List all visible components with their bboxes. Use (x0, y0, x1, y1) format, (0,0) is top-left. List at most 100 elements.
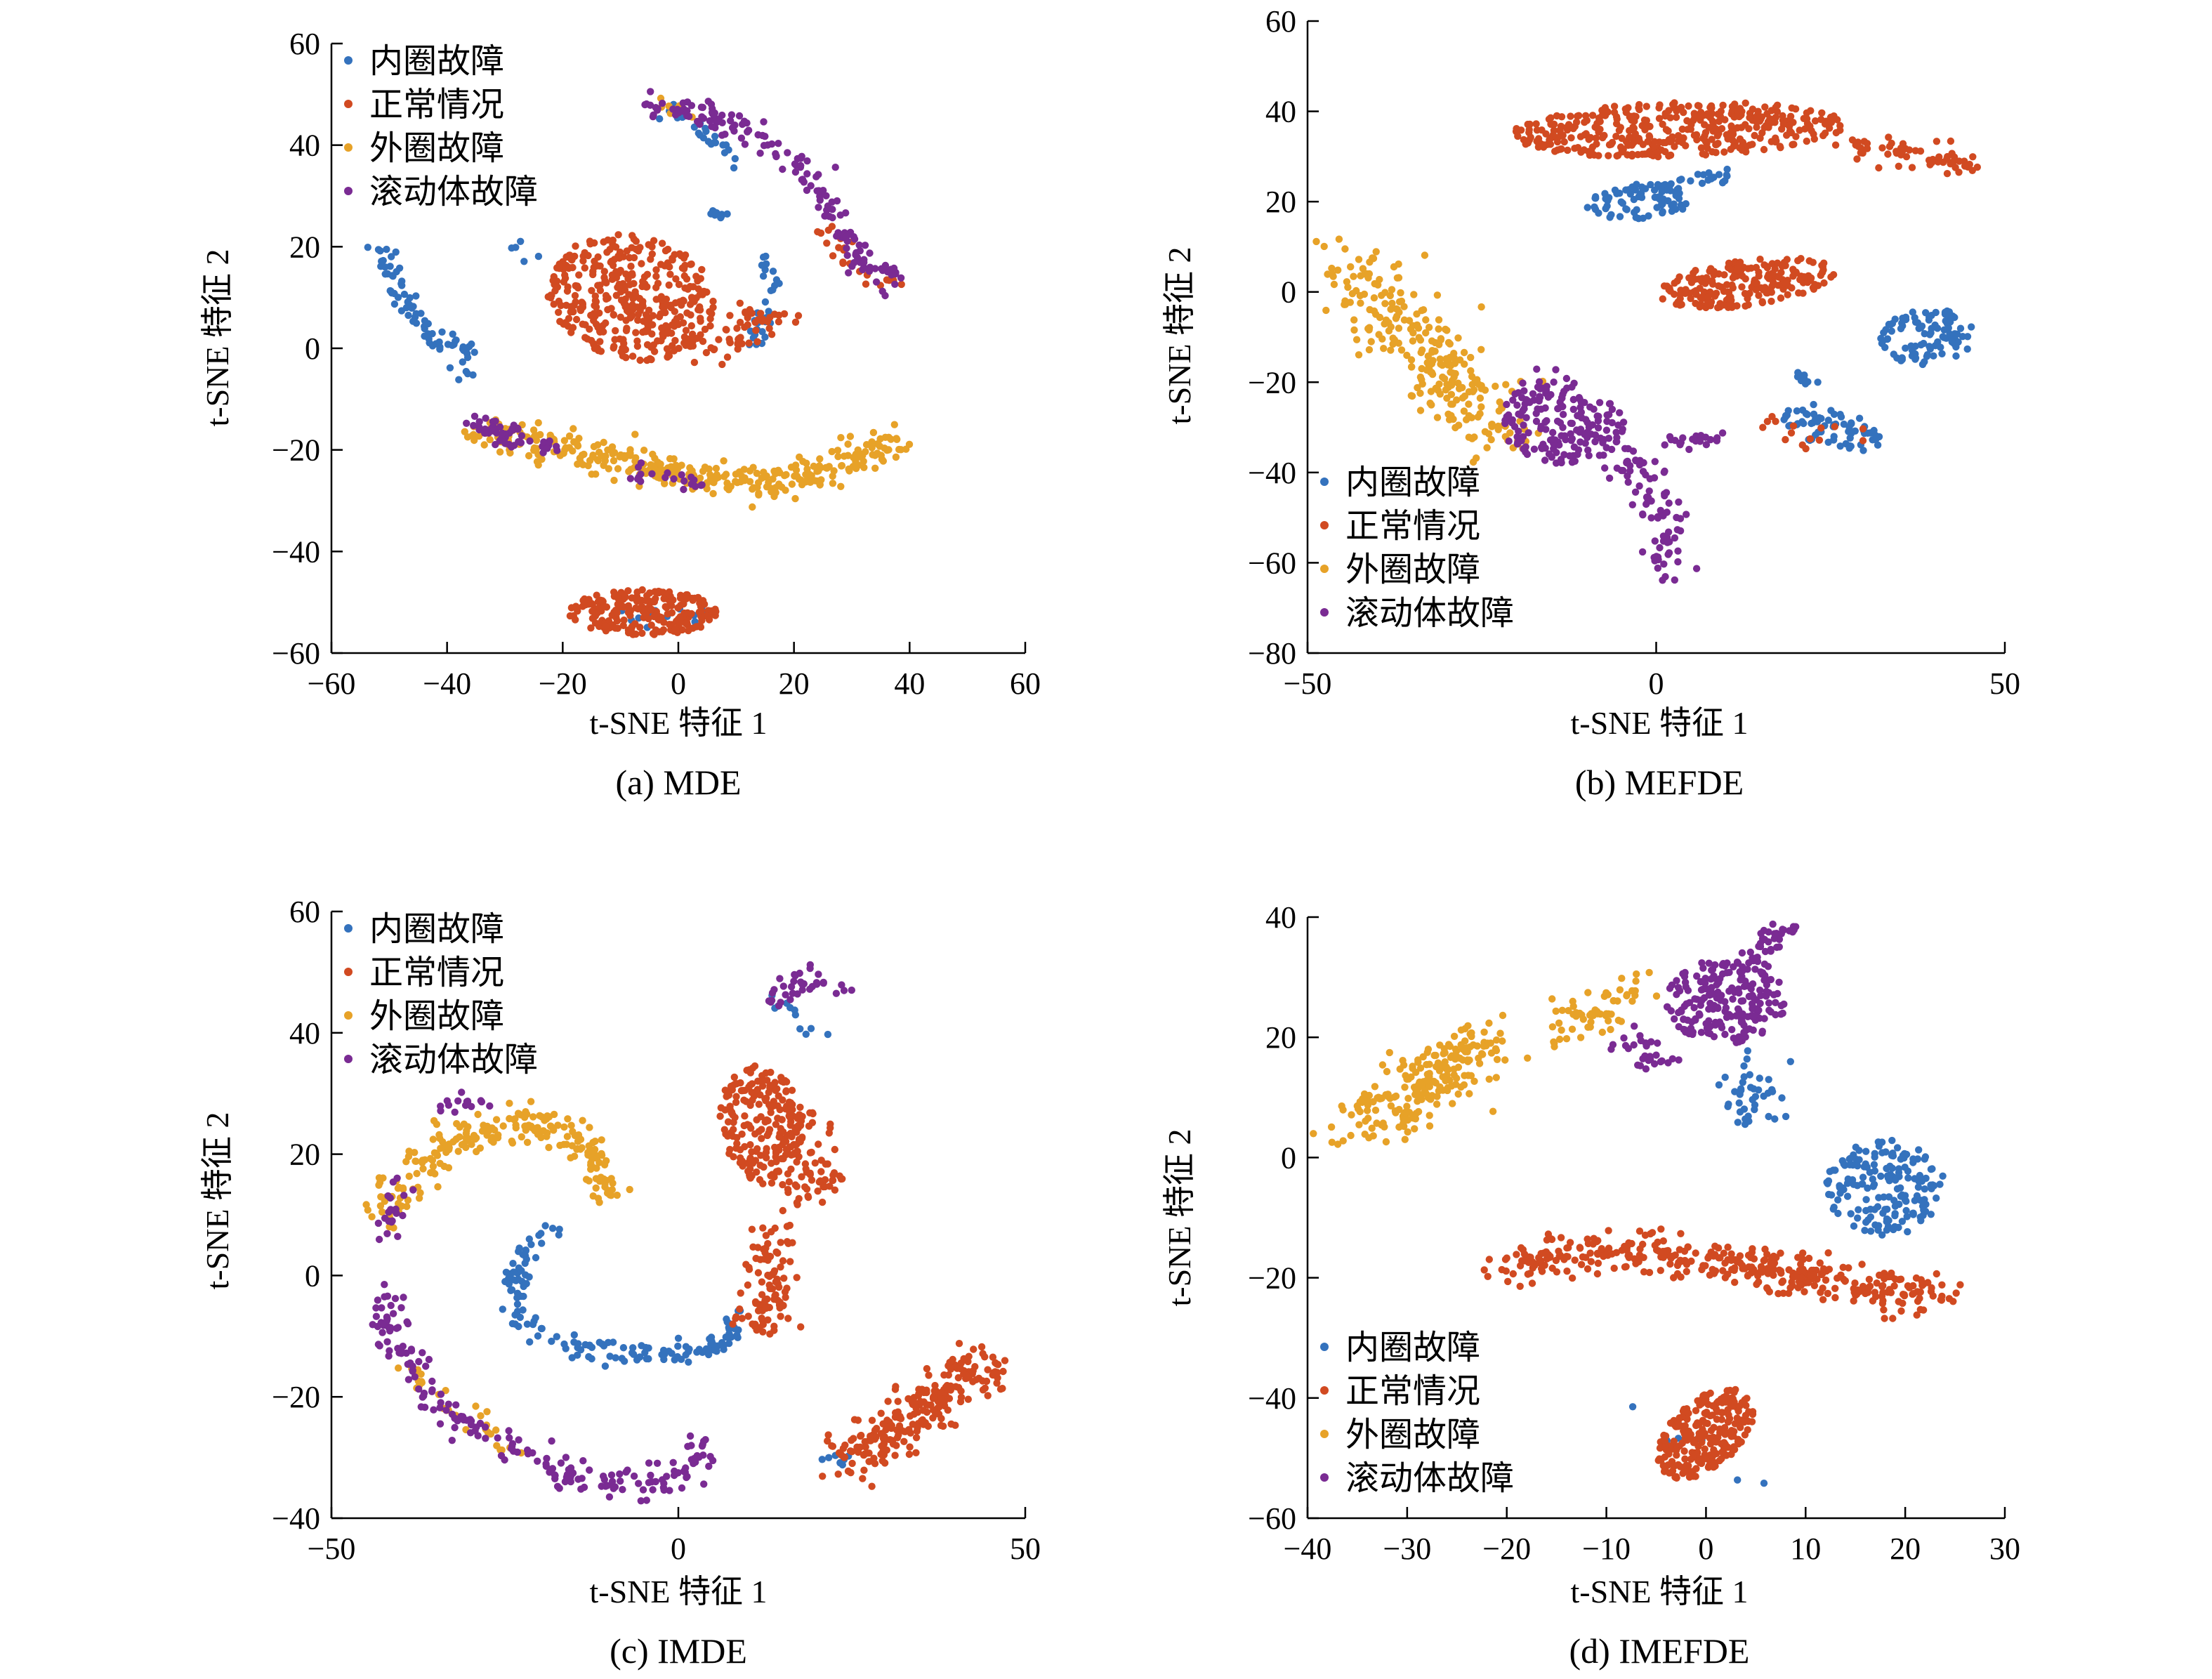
data-point (802, 1030, 810, 1039)
data-point (378, 257, 386, 265)
data-point (1501, 416, 1509, 424)
data-point (680, 265, 688, 272)
data-point (1361, 270, 1369, 278)
data-point (762, 260, 770, 268)
data-point (1783, 256, 1791, 263)
data-point (661, 473, 669, 482)
data-point (653, 1459, 661, 1467)
data-point (1873, 1279, 1881, 1287)
data-point (759, 254, 768, 261)
data-point (1846, 1161, 1854, 1169)
data-point (567, 303, 575, 310)
data-point (1545, 450, 1553, 458)
data-point (574, 440, 581, 449)
data-point (1658, 185, 1666, 193)
data-point (1560, 138, 1568, 146)
data-point (697, 612, 705, 620)
data-point (1470, 386, 1478, 394)
data-point (774, 1279, 782, 1288)
data-point (1786, 127, 1794, 135)
data-point (638, 260, 645, 268)
data-point (1668, 207, 1676, 215)
data-point (1630, 195, 1638, 204)
data-point (1902, 344, 1909, 352)
data-point (1654, 564, 1661, 572)
data-point (557, 1459, 565, 1467)
data-point (906, 1443, 914, 1451)
data-point (1608, 405, 1617, 414)
data-point (772, 1158, 780, 1166)
data-point (650, 348, 659, 355)
data-point (1793, 373, 1802, 381)
data-point (1408, 392, 1416, 400)
data-point (1944, 152, 1951, 161)
data-point (1765, 1076, 1772, 1084)
data-point (734, 345, 742, 353)
data-point (1859, 1180, 1867, 1188)
data-point (1782, 279, 1790, 287)
data-point (1561, 432, 1569, 440)
data-point (1745, 125, 1753, 133)
data-point (1885, 133, 1892, 141)
data-point (1630, 124, 1638, 132)
data-point (862, 280, 870, 288)
data-point (1706, 103, 1714, 112)
data-point (1723, 171, 1730, 179)
data-point (586, 325, 593, 333)
legend-label: 外圈故障 (369, 130, 504, 167)
data-point (523, 1446, 532, 1454)
data-point (407, 1345, 415, 1353)
data-point (952, 1361, 959, 1369)
data-point (1796, 1266, 1803, 1275)
data-point (1618, 428, 1626, 435)
data-point (1885, 143, 1894, 150)
data-point (868, 1482, 876, 1490)
data-point (666, 270, 674, 278)
data-point (1859, 1173, 1867, 1181)
data-point (1423, 366, 1431, 374)
data-point (753, 1168, 761, 1176)
data-point (909, 1397, 917, 1405)
data-point (1552, 366, 1560, 374)
data-point (1786, 112, 1795, 120)
y-tick-label: 0 (1281, 275, 1296, 310)
series-ball-a (463, 88, 905, 494)
data-point (736, 299, 744, 307)
data-point (794, 312, 803, 320)
data-point (833, 197, 841, 205)
data-point (555, 1225, 563, 1233)
data-point (683, 98, 692, 106)
data-point (572, 242, 579, 250)
data-point (1425, 324, 1433, 331)
data-point (1593, 140, 1600, 148)
data-point (598, 1136, 605, 1144)
data-point (1733, 1258, 1741, 1266)
data-point (741, 1112, 749, 1120)
data-point (1968, 166, 1976, 174)
data-point (754, 316, 762, 324)
data-point (451, 1423, 459, 1432)
data-point (574, 284, 582, 292)
data-point (796, 154, 805, 162)
data-point (1652, 553, 1660, 560)
data-point (1608, 138, 1617, 147)
data-point (1677, 439, 1685, 447)
data-point (1712, 149, 1720, 157)
legend-marker (344, 56, 353, 65)
data-point (723, 353, 732, 361)
data-point (605, 465, 612, 473)
data-point (1917, 1217, 1925, 1225)
data-point (822, 192, 830, 199)
data-point (472, 1402, 480, 1410)
data-point (831, 164, 839, 171)
data-point (400, 1293, 407, 1301)
data-point (1540, 141, 1548, 149)
data-point (831, 1145, 839, 1154)
legend-marker (344, 100, 353, 108)
data-point (1727, 1250, 1735, 1258)
data-point (1956, 1281, 1964, 1289)
data-point (652, 272, 660, 280)
data-point (1586, 1249, 1594, 1257)
data-point (621, 593, 629, 600)
